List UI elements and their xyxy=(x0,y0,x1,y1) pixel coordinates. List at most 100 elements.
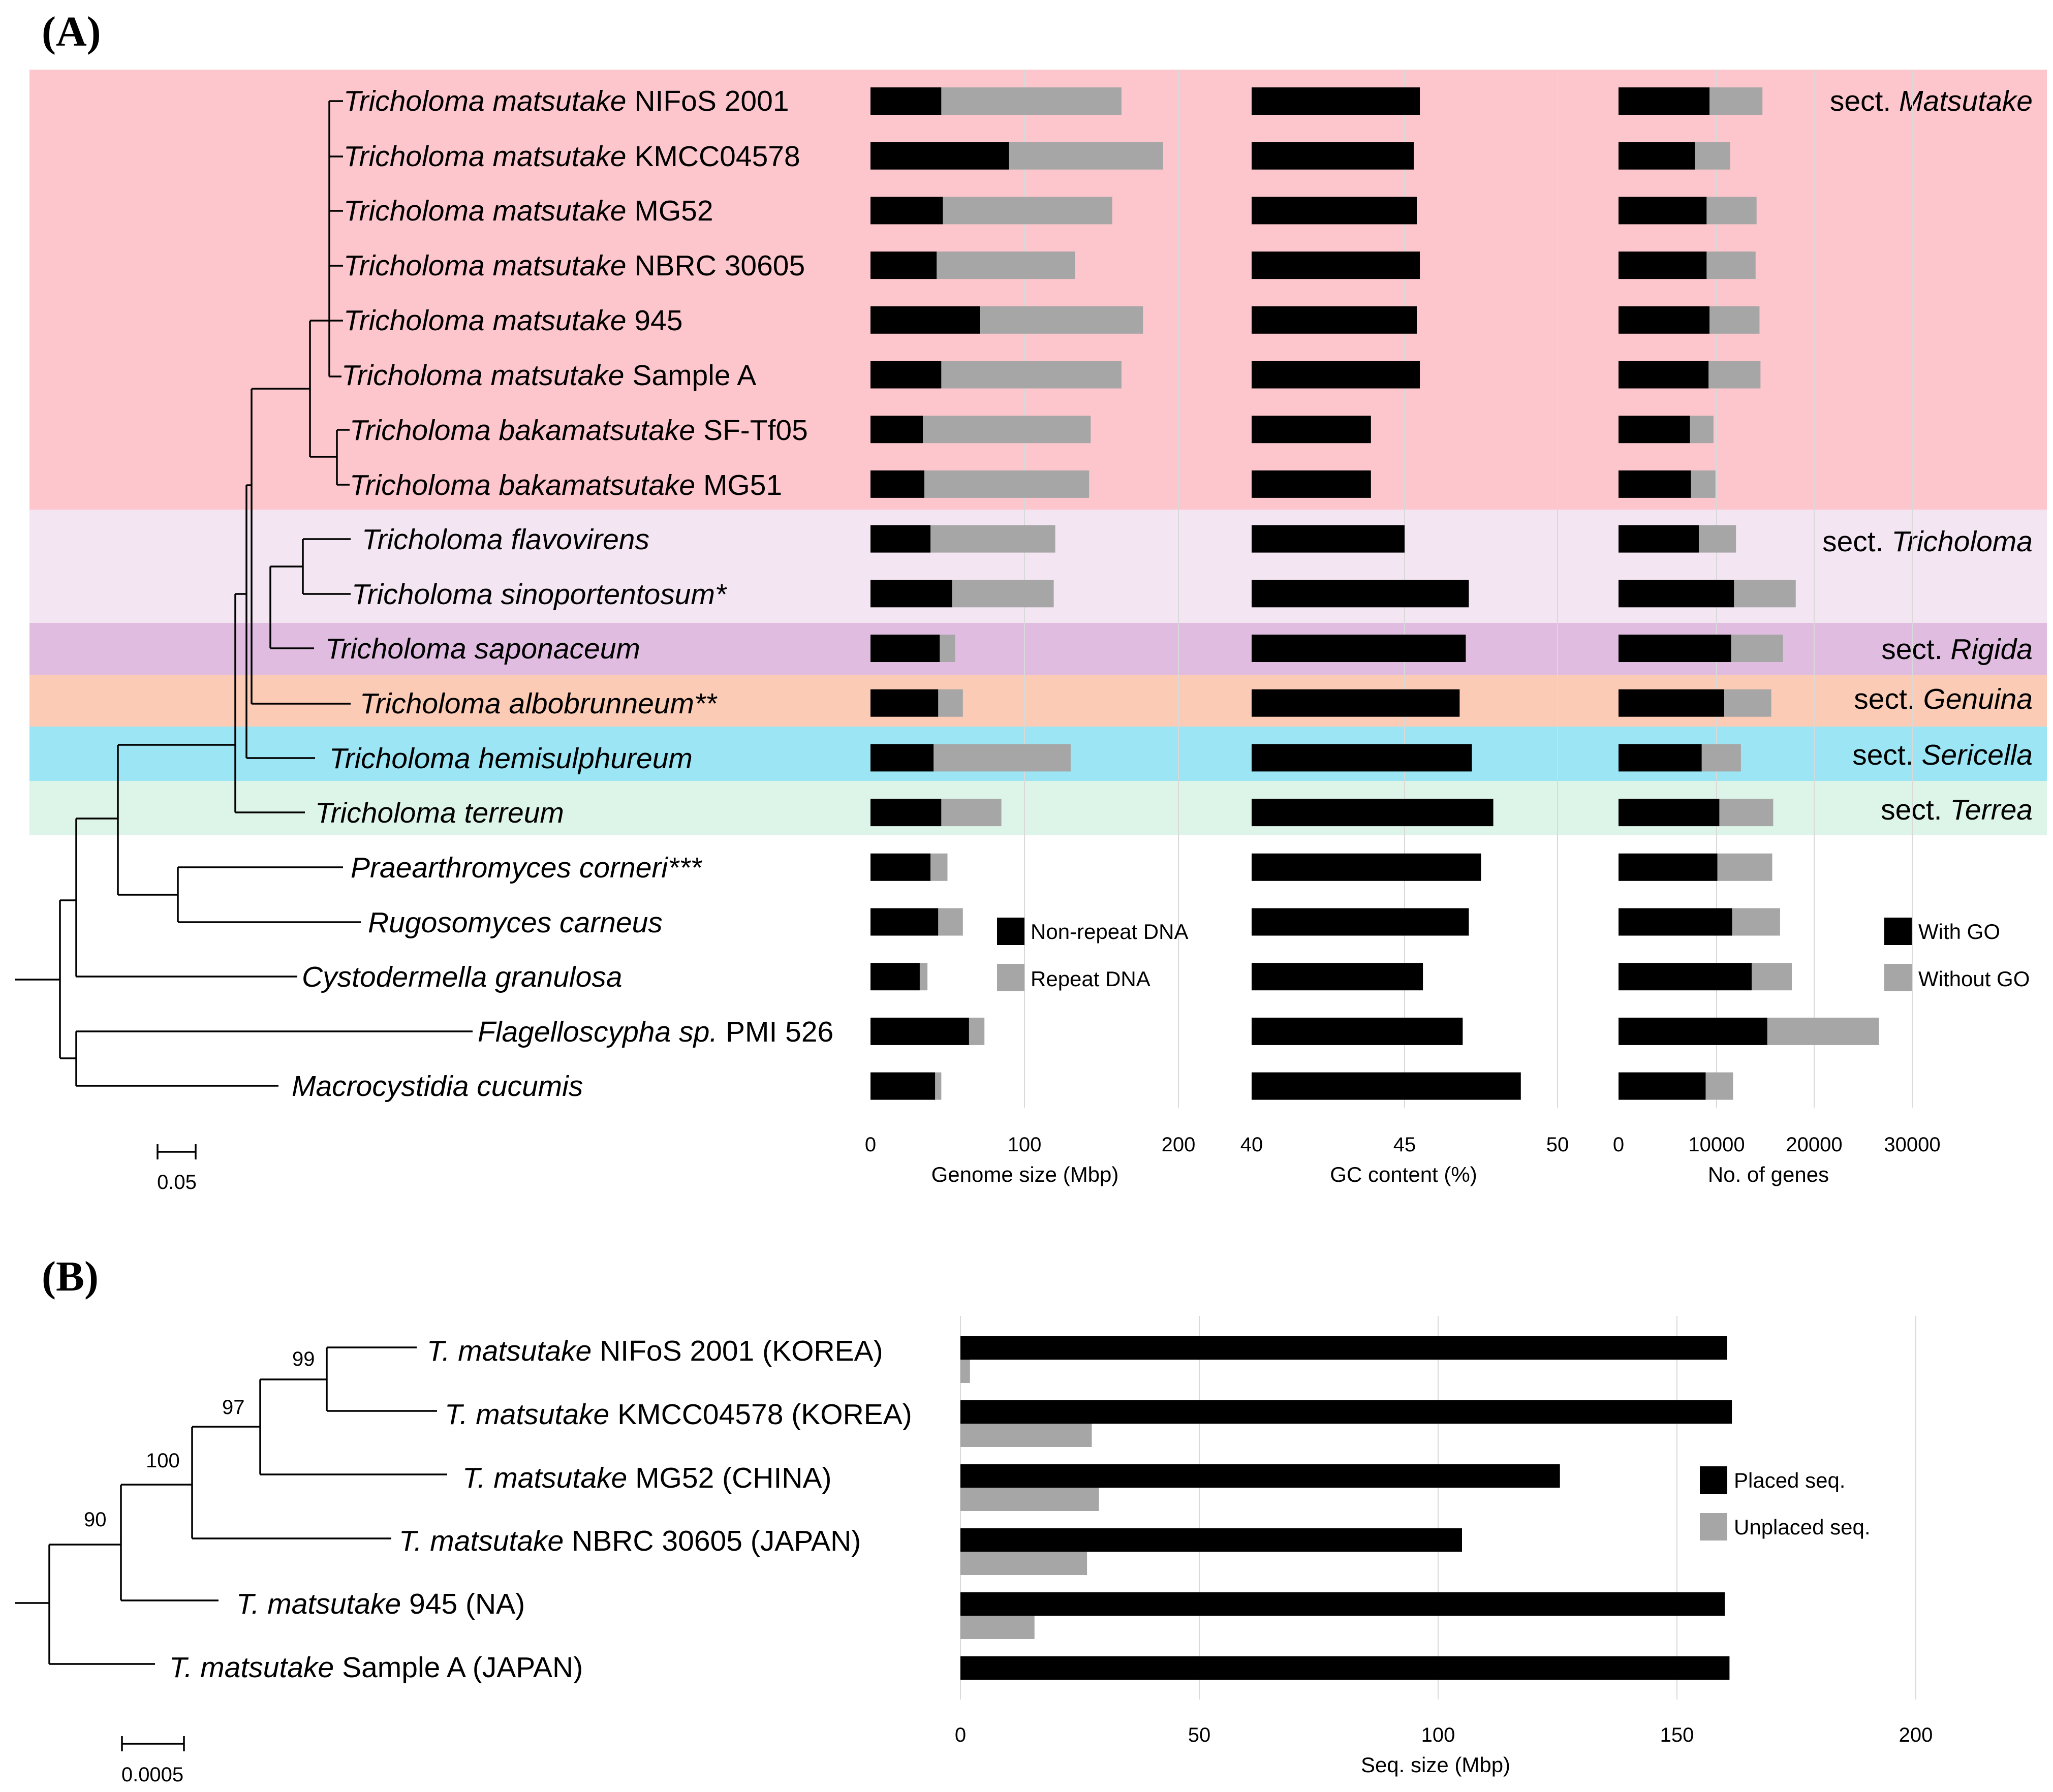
genome-size-bar xyxy=(870,361,942,389)
section-label-tricholoma: sect. Tricholoma xyxy=(1822,525,2033,558)
gene-count-bar xyxy=(1719,799,1774,827)
gene-count-bar xyxy=(1709,87,1763,115)
gc-content-bar xyxy=(1252,689,1460,717)
gene-count-bar xyxy=(1706,197,1757,225)
seq-size-bar xyxy=(960,1616,1035,1639)
gene-count-bar xyxy=(1619,306,1710,334)
genome-size-bar xyxy=(870,963,920,991)
section-bands xyxy=(29,70,2047,835)
genome-size-bar xyxy=(937,251,1075,279)
genome-size-bar xyxy=(870,87,942,115)
seq-size-axis-title: Seq. size (Mbp) xyxy=(1361,1753,1510,1777)
gene-count-bar xyxy=(1619,580,1734,608)
bootstrap-label: 99 xyxy=(292,1348,315,1370)
taxon-labels-b: T. matsutake NIFoS 2001 (KOREA) T. matsu… xyxy=(169,1335,912,1684)
gene-count-bar xyxy=(1619,799,1720,827)
gc-content-bar xyxy=(1252,470,1371,498)
gene-count-bar xyxy=(1717,853,1772,881)
panel-b-label: (B) xyxy=(42,1253,99,1300)
gene-count-bar xyxy=(1690,416,1714,444)
legend-label-placed: Placed seq. xyxy=(1734,1468,1845,1492)
seq-size-bar xyxy=(960,1552,1087,1575)
taxon-label-b: T. matsutake 945 (NA) xyxy=(236,1588,525,1620)
seq-size-bar xyxy=(960,1360,970,1383)
genome-size-bar xyxy=(969,1017,985,1045)
gc-content-bar xyxy=(1252,963,1423,991)
taxon-label: Tricholoma sinoportentosum* xyxy=(352,578,727,611)
genome-size-bar xyxy=(870,197,943,225)
gc-content-bar xyxy=(1252,799,1494,827)
genome-size-bar xyxy=(870,908,939,936)
genome-size-bar xyxy=(930,525,1055,553)
gene-count-bar xyxy=(1619,87,1710,115)
genome-size-bar xyxy=(980,306,1143,334)
gene-count-bar xyxy=(1698,525,1736,553)
gene-count-bar xyxy=(1619,1072,1706,1100)
legend-swatch-placed xyxy=(1700,1466,1727,1494)
gene-count-tick-label: 0 xyxy=(1613,1134,1624,1156)
taxon-label: Tricholoma bakamatsutake SF-Tf05 xyxy=(350,414,808,447)
gene-legend: With GO Without GO xyxy=(1884,918,2030,991)
seq-size-bar xyxy=(960,1336,1727,1360)
phylogenetic-tree-b: 99 97 100 90 0.0005 xyxy=(15,1346,447,1786)
taxon-label-b: T. matsutake NBRC 30605 (JAPAN) xyxy=(399,1525,861,1557)
gene-count-bar xyxy=(1619,744,1702,772)
genome-size-bar xyxy=(1009,142,1163,170)
gene-count-tick-label: 20000 xyxy=(1786,1134,1842,1156)
taxon-label: Tricholoma saponaceum xyxy=(325,633,640,665)
panel-a-label: (A) xyxy=(42,8,101,55)
gene-count-bar xyxy=(1619,470,1691,498)
taxon-label: Macrocystidia cucumis xyxy=(292,1070,583,1103)
gene-count-axis-title: No. of genes xyxy=(1708,1162,1829,1186)
section-label-rigida: sect. Rigida xyxy=(1881,633,2033,666)
taxon-label: Tricholoma hemisulphureum xyxy=(329,742,693,775)
gene-count-bar xyxy=(1619,251,1707,279)
taxon-label-b: T. matsutake KMCC04578 (KOREA) xyxy=(445,1398,912,1431)
section-label-matsutake: sect. Matsutake xyxy=(1830,85,2033,117)
genome-size-bar xyxy=(919,963,928,991)
gene-count-bar xyxy=(1705,1072,1733,1100)
taxon-label: Tricholoma matsutake Sample A xyxy=(341,359,756,392)
legend-label-repeat: Repeat DNA xyxy=(1031,967,1150,991)
taxon-label: Tricholoma bakamatsutake MG51 xyxy=(350,469,782,501)
taxon-label: Cystodermella granulosa xyxy=(302,961,623,993)
genome-size-bar xyxy=(943,197,1112,225)
gene-count-bar xyxy=(1619,142,1695,170)
gene-count-bar xyxy=(1752,963,1792,991)
seq-size-tick-label: 150 xyxy=(1660,1724,1694,1746)
genome-size-bar xyxy=(923,416,1091,444)
taxon-label: Tricholoma matsutake 945 xyxy=(344,304,682,337)
genome-size-bar xyxy=(930,853,948,881)
gene-count-bar xyxy=(1619,689,1725,717)
legend-swatch-without-go xyxy=(1884,964,1912,991)
legend-label-without-go: Without GO xyxy=(1918,967,2030,991)
gene-count-bar xyxy=(1619,361,1709,389)
gene-count-bar xyxy=(1708,361,1761,389)
gene-count-bar xyxy=(1619,853,1718,881)
seq-size-tick-label: 100 xyxy=(1421,1724,1455,1746)
genome-size-bar xyxy=(870,416,923,444)
taxon-label: Flagelloscypha sp. PMI 526 xyxy=(478,1016,833,1048)
genome-size-bar xyxy=(941,361,1122,389)
taxon-label: Tricholoma matsutake NIFoS 2001 xyxy=(344,85,789,117)
gc-content-bar xyxy=(1252,635,1466,662)
gc-content-bar xyxy=(1252,251,1420,279)
genome-size-bar xyxy=(870,470,925,498)
taxon-label: Tricholoma matsutake MG52 xyxy=(344,195,713,227)
gc-content-bar xyxy=(1252,306,1417,334)
legend-swatch-nonrepeat xyxy=(997,918,1024,945)
gene-count-bar xyxy=(1619,908,1732,936)
taxon-label: Tricholoma flavovirens xyxy=(362,523,649,556)
gc-content-bar xyxy=(1252,142,1414,170)
gene-count-bar xyxy=(1619,416,1690,444)
seq-size-bar xyxy=(960,1464,1560,1488)
section-label-terrea: sect. Terrea xyxy=(1881,794,2033,826)
scale-bar-b-label: 0.0005 xyxy=(121,1764,183,1786)
gc-content-bar xyxy=(1252,361,1420,389)
taxon-label-b: T. matsutake Sample A (JAPAN) xyxy=(169,1651,583,1684)
gene-count-bar xyxy=(1767,1017,1879,1045)
gene-count-bar xyxy=(1695,142,1730,170)
gc-content-bar xyxy=(1252,1072,1521,1100)
seq-size-tick-label: 200 xyxy=(1899,1724,1933,1746)
